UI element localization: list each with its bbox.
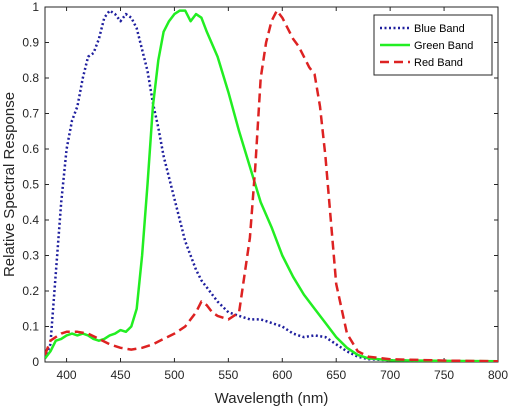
- legend: Blue Band Green Band Red Band: [373, 14, 493, 76]
- x-axis-label: Wavelength (nm): [215, 390, 329, 407]
- y-tick-label: 1: [32, 0, 39, 14]
- x-tick-label: 450: [110, 368, 130, 382]
- y-tick-label: 0.6: [22, 142, 39, 156]
- y-tick-label: 0: [32, 355, 39, 369]
- legend-label: Red Band: [414, 57, 463, 69]
- y-tick-label: 0.9: [22, 36, 39, 50]
- x-tick-label: 400: [57, 368, 77, 382]
- x-tick-label: 550: [218, 368, 238, 382]
- x-axis-ticks: 400 450 500 550 600 650 700 750 800: [57, 7, 508, 382]
- y-tick-label: 0.1: [22, 320, 39, 334]
- x-tick-label: 800: [488, 368, 508, 382]
- y-tick-label: 0.2: [22, 284, 39, 298]
- x-tick-label: 650: [326, 368, 346, 382]
- y-tick-label: 0.7: [22, 107, 39, 121]
- y-tick-label: 0.5: [22, 178, 39, 192]
- x-tick-label: 500: [164, 368, 184, 382]
- y-axis-label: Relative Spectral Response: [1, 92, 18, 277]
- x-tick-label: 600: [272, 368, 292, 382]
- series-layer: [45, 9, 498, 362]
- x-tick-label: 700: [380, 368, 400, 382]
- y-tick-label: 0.3: [22, 249, 39, 263]
- x-tick-label: 750: [434, 368, 454, 382]
- y-tick-label: 0.4: [22, 213, 39, 227]
- y-tick-label: 0.8: [22, 71, 39, 85]
- legend-label: Blue Band: [414, 23, 465, 35]
- series-line-red-band: [45, 9, 498, 362]
- legend-box: [373, 14, 493, 76]
- series-line-blue-band: [45, 9, 498, 362]
- series-line-green-band: [45, 9, 498, 362]
- legend-label: Green Band: [414, 40, 473, 52]
- y-axis-ticks: 0 0.1 0.2 0.3 0.4 0.5 0.6 0.7 0.8 0.9 1: [22, 0, 498, 369]
